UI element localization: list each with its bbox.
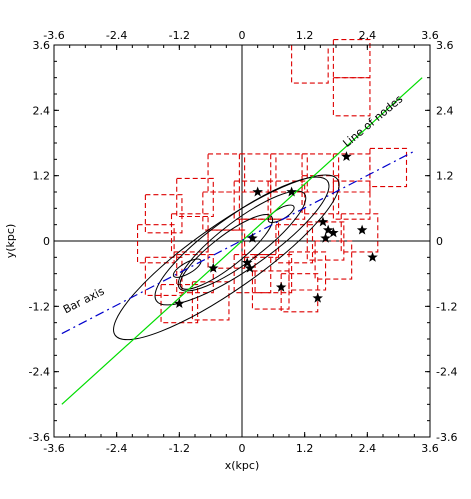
- beam-box: [137, 224, 175, 264]
- star-marker: [275, 281, 287, 292]
- beam-box: [275, 224, 314, 264]
- x-tick-label: 2.4: [359, 442, 377, 455]
- star-marker: [244, 262, 256, 273]
- star-marker: [341, 151, 352, 162]
- beam-box: [202, 191, 240, 231]
- star-marker: [328, 227, 339, 238]
- star-marker: [252, 186, 263, 197]
- star-marker: [286, 186, 297, 197]
- x-tick-label-top: -3.6: [43, 29, 64, 42]
- x-tick-label: 0: [239, 442, 246, 455]
- beam-box: [176, 254, 214, 294]
- beam-box: [369, 147, 408, 188]
- contour-line: [177, 190, 307, 292]
- beam-box: [241, 218, 280, 258]
- star-marker: [320, 232, 331, 243]
- beam-box: [254, 254, 293, 294]
- y-tick-label-right: -2.4: [436, 366, 457, 379]
- line-of-nodes-label: Line of nodes: [341, 92, 406, 150]
- x-tick-label-top: -1.2: [169, 29, 190, 42]
- y-tick-label-right: 3.6: [436, 39, 454, 52]
- beam-box: [144, 256, 183, 296]
- axes-ticks: -3.6-3.6-2.4-2.4-1.2-1.2001.21.22.42.43.…: [29, 29, 458, 455]
- y-tick-label: 3.6: [33, 39, 51, 52]
- bar-axis-line: [61, 150, 415, 335]
- contour-line: [172, 258, 202, 278]
- x-tick-label-top: 1.2: [296, 29, 314, 42]
- star-marker: [247, 232, 258, 243]
- y-tick-label: 1.2: [33, 170, 51, 183]
- contour-line: [179, 214, 274, 290]
- y-tick-label-right: 0: [436, 235, 443, 248]
- plot-area: [54, 39, 430, 437]
- y-tick-label: -1.2: [29, 300, 50, 313]
- bar-axis-label: Bar axis: [61, 285, 107, 317]
- beam-box: [144, 194, 183, 234]
- beam-box: [301, 153, 340, 193]
- star-marker: [208, 262, 219, 273]
- x-tick-label-top: 2.4: [359, 29, 377, 42]
- star-marker: [317, 216, 329, 227]
- beam-box: [207, 229, 246, 269]
- beam-box: [332, 77, 371, 117]
- star-marker: [367, 251, 378, 262]
- beam-box: [170, 213, 209, 253]
- x-tick-label-top: 3.6: [421, 29, 439, 42]
- y-tick-label: 2.4: [33, 104, 51, 117]
- line-of-nodes: [61, 77, 423, 405]
- beam-box: [291, 44, 329, 84]
- beam-box: [191, 281, 230, 321]
- beam-box: [280, 273, 319, 313]
- y-tick-label: 0: [43, 235, 50, 248]
- star-marker: [312, 292, 323, 303]
- beam-box: [332, 153, 371, 193]
- x-tick-label: 3.6: [421, 442, 439, 455]
- y-tick-label-right: 1.2: [436, 170, 454, 183]
- y-tick-label-right: -3.6: [436, 431, 457, 444]
- x-tick-label: -3.6: [43, 442, 64, 455]
- contour-line: [113, 174, 340, 341]
- beam-box: [160, 284, 199, 324]
- x-tick-label-top: -2.4: [106, 29, 127, 42]
- star-marker: [241, 257, 253, 268]
- x-axis-label: x(kpc): [225, 459, 260, 472]
- star-marker: [322, 224, 334, 235]
- y-tick-label-right: 2.4: [436, 104, 454, 117]
- star-marker: [356, 224, 368, 235]
- y-axis-label: y(kpc): [4, 224, 17, 259]
- beam-box: [251, 270, 290, 310]
- x-tick-label: -2.4: [106, 442, 127, 455]
- y-tick-label: -3.6: [29, 431, 50, 444]
- y-tick-label-right: -1.2: [436, 300, 457, 313]
- star-marker: [174, 298, 185, 309]
- x-tick-label-top: 0: [239, 29, 246, 42]
- x-tick-label: -1.2: [169, 442, 190, 455]
- y-tick-label: -2.4: [29, 366, 50, 379]
- x-tick-label: 1.2: [296, 442, 314, 455]
- beam-box: [176, 177, 214, 218]
- beam-box: [314, 240, 353, 280]
- beam-box: [233, 254, 272, 294]
- beam-box: [207, 153, 246, 193]
- beam-box: [340, 213, 379, 253]
- contour-line: [154, 176, 330, 306]
